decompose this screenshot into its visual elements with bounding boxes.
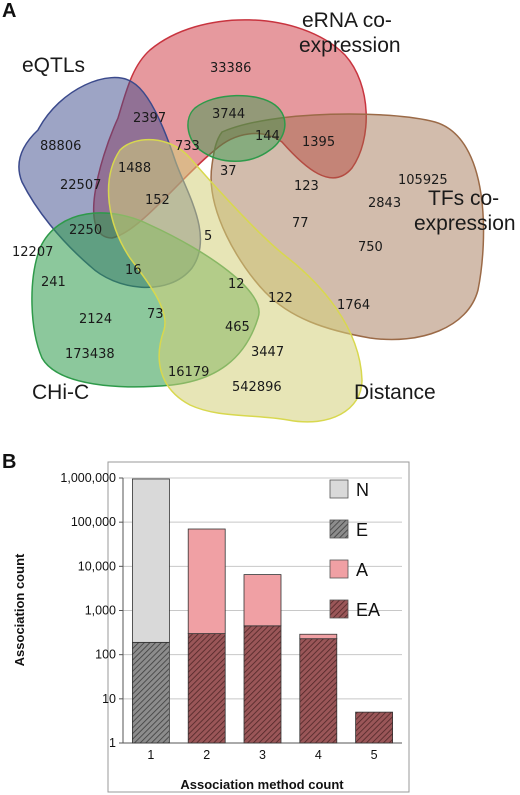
x-tick-label: 5 <box>371 748 378 762</box>
venn-region-count: 733 <box>175 139 200 154</box>
venn-set-label-erna: eRNA co- expression <box>299 9 401 57</box>
venn-region-count: 22507 <box>60 178 101 193</box>
venn-region-count: 122 <box>268 291 293 306</box>
bar-segment-n <box>131 478 170 643</box>
legend-label: EA <box>356 600 380 620</box>
venn-region-count: 16 <box>125 263 142 278</box>
venn-region-count: 105925 <box>398 173 448 188</box>
bar-segment-ea <box>355 711 394 744</box>
venn-diagram: eQTLs eRNA co- expression TFs co- expres… <box>12 9 516 423</box>
y-tick-label: 10,000 <box>78 559 116 573</box>
venn-region-count: 173438 <box>65 347 115 362</box>
venn-region-count: 2843 <box>368 196 401 211</box>
legend-swatch-n <box>329 479 349 499</box>
venn-set-distance <box>107 138 363 423</box>
bar-segment-a <box>243 574 282 627</box>
venn-region-count: 37 <box>220 164 237 179</box>
venn-region-count: 12 <box>228 277 245 292</box>
venn-region-count: 73 <box>147 307 164 322</box>
venn-region-count: 542896 <box>232 380 282 395</box>
venn-region-count: 5 <box>204 229 212 244</box>
legend-swatch-a <box>329 559 349 579</box>
venn-region-count: 1764 <box>337 298 370 313</box>
venn-region-count: 2397 <box>133 111 166 126</box>
venn-region-count: 2250 <box>69 223 102 238</box>
venn-region-count: 77 <box>292 216 309 231</box>
y-tick-label: 1,000,000 <box>60 471 116 485</box>
venn-region-count: 1395 <box>302 135 335 150</box>
x-tick-label: 1 <box>147 748 154 762</box>
venn-set-label-eqtl: eQTLs <box>22 54 85 77</box>
bar-segment-ea <box>299 638 338 744</box>
venn-region-count: 152 <box>145 193 170 208</box>
bar-segment-ea <box>187 633 226 744</box>
venn-region-count: 3744 <box>212 107 245 122</box>
y-tick-label: 100,000 <box>71 515 116 529</box>
venn-set-chic-lobe <box>187 94 286 162</box>
y-tick-label: 1 <box>109 736 116 750</box>
legend-label: A <box>356 560 368 580</box>
venn-set-label-tf: TFs co- expression <box>414 187 516 235</box>
bar-segment-a <box>299 633 338 640</box>
venn-region-count: 12207 <box>12 245 53 260</box>
bars <box>131 478 394 744</box>
legend-label: N <box>356 480 369 500</box>
venn-region-count: 144 <box>255 129 280 144</box>
legend-swatch-e <box>329 519 349 539</box>
venn-region-count: 16179 <box>168 365 209 380</box>
venn-region-count: 241 <box>41 275 66 290</box>
bar-segment-a <box>187 528 226 634</box>
bar-segment-ea <box>243 625 282 744</box>
x-tick-label: 4 <box>315 748 322 762</box>
venn-region-count: 1488 <box>118 161 151 176</box>
bar-segment-e <box>131 641 170 744</box>
venn-set-label-distance: Distance <box>354 381 436 404</box>
panel-a-label: A <box>2 0 16 22</box>
y-tick-label: 100 <box>95 648 116 662</box>
panel-b-label: B <box>2 451 16 473</box>
venn-region-count: 88806 <box>40 139 81 154</box>
venn-region-count: 2124 <box>79 312 112 327</box>
y-axis-title: Association count <box>12 553 27 666</box>
y-tick-labels: 1 10 100 1,000 10,000 100,000 1,000,000 <box>60 471 116 750</box>
venn-set-label-chic: CHi-C <box>32 381 89 404</box>
x-tick-label: 3 <box>259 748 266 762</box>
x-axis-title: Association method count <box>180 777 344 792</box>
legend-swatch-ea <box>329 599 349 619</box>
x-tick-label: 2 <box>203 748 210 762</box>
venn-region-count: 3447 <box>251 345 284 360</box>
y-tick-label: 1,000 <box>85 604 116 618</box>
venn-region-count: 123 <box>294 179 319 194</box>
venn-region-count: 33386 <box>210 61 251 76</box>
y-tick-label: 10 <box>102 692 116 706</box>
venn-region-count: 750 <box>358 240 383 255</box>
venn-region-count: 465 <box>225 320 250 335</box>
legend-label: E <box>356 520 368 540</box>
x-tick-labels: 1 2 3 4 5 <box>147 748 377 762</box>
